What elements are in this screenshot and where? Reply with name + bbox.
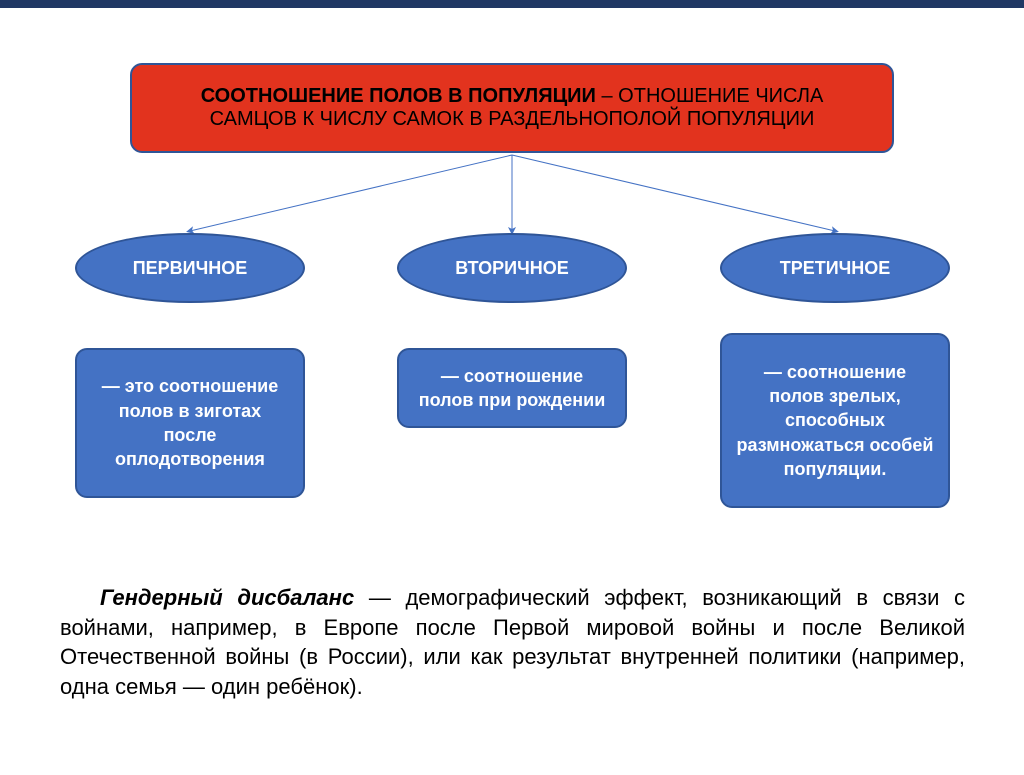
branch-ellipse-tertiary: ТРЕТИЧНОЕ	[720, 233, 950, 303]
branch-desc-text: — соотношение полов при рождении	[413, 364, 611, 413]
footer-paragraph: Гендерный дисбаланс — демографический эф…	[60, 583, 965, 702]
diagram-canvas: СООТНОШЕНИЕ ПОЛОВ В ПОПУЛЯЦИИ – ОТНОШЕНИ…	[0, 8, 1024, 767]
header-definition-box: СООТНОШЕНИЕ ПОЛОВ В ПОПУЛЯЦИИ – ОТНОШЕНИ…	[130, 63, 894, 153]
header-bold: СООТНОШЕНИЕ ПОЛОВ В ПОПУЛЯЦИИ	[201, 85, 596, 107]
branch-desc-primary: — это соотношение полов в зиготах после …	[75, 348, 305, 498]
branch-desc-text: — соотношение полов зрелых, способных ра…	[736, 360, 934, 481]
branch-ellipse-primary: ПЕРВИЧНОЕ	[75, 233, 305, 303]
branch-ellipse-secondary: ВТОРИЧНОЕ	[397, 233, 627, 303]
branch-title: ВТОРИЧНОЕ	[455, 258, 568, 279]
branch-desc-text: — это соотношение полов в зиготах после …	[91, 374, 289, 471]
branch-title: ПЕРВИЧНОЕ	[133, 258, 248, 279]
paragraph-lead: Гендерный дисбаланс	[100, 585, 354, 610]
top-accent-bar	[0, 0, 1024, 8]
branch-desc-secondary: — соотношение полов при рождении	[397, 348, 627, 428]
header-text: СООТНОШЕНИЕ ПОЛОВ В ПОПУЛЯЦИИ – ОТНОШЕНИ…	[162, 85, 862, 131]
branch-desc-tertiary: — соотношение полов зрелых, способных ра…	[720, 333, 950, 508]
branch-title: ТРЕТИЧНОЕ	[780, 258, 891, 279]
